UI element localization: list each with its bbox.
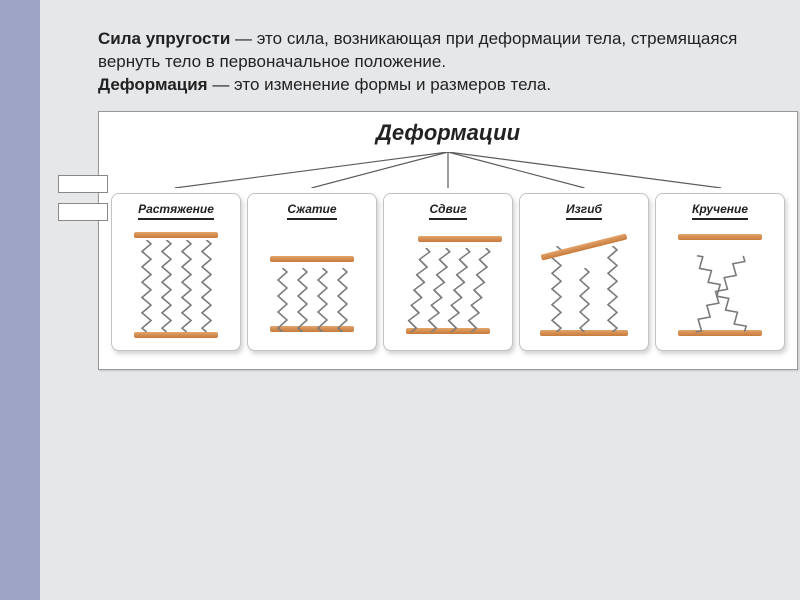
definition-text: Сила упругости — это сила, возникающая п… [98, 28, 766, 97]
card-label: Кручение [692, 202, 748, 220]
card-label: Сдвиг [429, 202, 466, 220]
diagram-container: Деформации Растяжение Сжатие Сдвиг Изгиб Кру… [98, 111, 798, 370]
cards-row: Растяжение Сжатие Сдвиг Изгиб Кручение [105, 193, 791, 351]
deformation-illustration-torsion [662, 230, 778, 340]
card-label: Сжатие [287, 202, 336, 220]
deformation-illustration-compress [254, 230, 370, 340]
side-tab [58, 175, 108, 193]
side-tab [58, 203, 108, 221]
deformation-card: Сжатие [247, 193, 377, 351]
deformation-illustration-shear [390, 230, 506, 340]
card-label: Изгиб [566, 202, 602, 220]
deformation-card: Кручение [655, 193, 785, 351]
diagram-title: Деформации [105, 120, 791, 146]
term-elastic-force: Сила упругости [98, 29, 230, 48]
deformation-illustration-stretch [118, 230, 234, 340]
card-label: Растяжение [138, 202, 214, 220]
tree-connector-lines [105, 152, 791, 188]
side-tabs [58, 175, 108, 221]
term-deformation: Деформация [98, 75, 208, 94]
deformation-illustration-bend [526, 230, 642, 340]
slide: Сила упругости — это сила, возникающая п… [40, 0, 800, 600]
deformation-card: Изгиб [519, 193, 649, 351]
deformation-card: Растяжение [111, 193, 241, 351]
def-deformation: — это изменение формы и размеров тела. [208, 75, 552, 94]
deformation-card: Сдвиг [383, 193, 513, 351]
